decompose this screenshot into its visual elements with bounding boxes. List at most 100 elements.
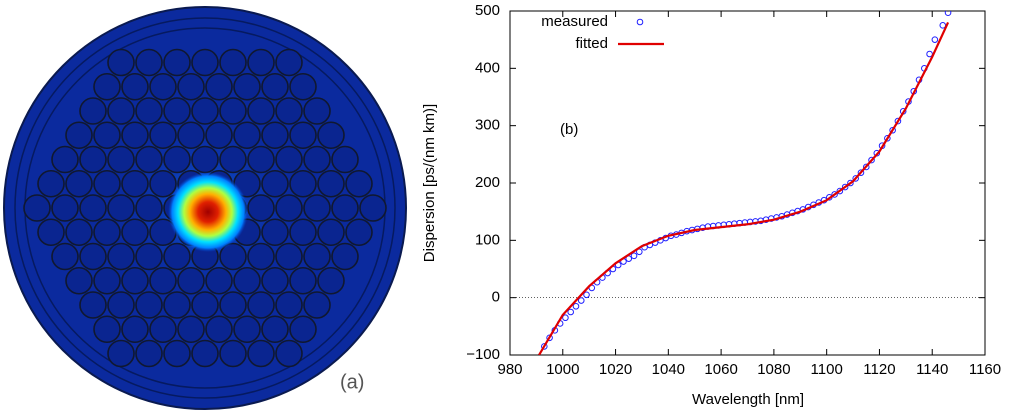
air-hole — [247, 97, 275, 125]
data-point — [567, 308, 574, 316]
air-hole — [359, 194, 387, 222]
air-hole — [233, 315, 261, 344]
air-hole — [79, 145, 107, 174]
x-tick-label: 1120 — [863, 361, 895, 378]
data-point — [562, 314, 569, 322]
legend-marker — [636, 18, 644, 26]
y-tick-label: 500 — [475, 2, 500, 19]
air-hole — [121, 315, 149, 344]
air-hole — [121, 169, 149, 198]
air-hole — [177, 121, 205, 150]
air-hole — [65, 218, 93, 247]
data-point — [884, 134, 891, 142]
air-hole — [247, 242, 275, 271]
air-hole — [107, 291, 135, 319]
air-hole — [135, 291, 163, 319]
air-hole — [135, 339, 163, 368]
air-hole — [107, 194, 135, 222]
air-holes — [23, 48, 387, 368]
air-hole — [149, 169, 177, 198]
air-hole — [93, 121, 121, 150]
air-hole — [163, 97, 191, 125]
air-hole — [93, 218, 121, 247]
air-hole — [191, 145, 219, 174]
air-hole — [233, 121, 261, 150]
fit-line — [538, 22, 950, 355]
air-hole — [331, 242, 359, 271]
air-hole — [261, 315, 289, 344]
air-hole — [107, 97, 135, 125]
air-hole — [121, 218, 149, 247]
air-hole — [275, 242, 303, 271]
air-hole — [93, 169, 121, 198]
air-hole — [177, 315, 205, 344]
air-hole — [289, 169, 317, 198]
air-hole — [219, 48, 247, 77]
air-hole — [289, 72, 317, 101]
mode-spot — [168, 172, 248, 252]
air-hole — [247, 145, 275, 174]
air-hole — [261, 266, 289, 295]
air-hole — [261, 72, 289, 101]
plot-area — [538, 11, 952, 355]
air-hole — [65, 169, 93, 198]
air-hole — [275, 145, 303, 174]
air-hole — [275, 291, 303, 319]
air-hole — [51, 194, 79, 222]
air-hole — [261, 169, 289, 198]
y-tick-label: 0 — [492, 289, 500, 306]
air-hole — [121, 72, 149, 101]
air-hole — [135, 242, 163, 271]
data-point — [630, 252, 638, 260]
air-hole — [51, 242, 79, 271]
air-hole — [289, 266, 317, 295]
air-hole — [233, 72, 261, 101]
air-hole — [191, 97, 219, 125]
air-hole — [205, 72, 233, 101]
x-tick-label: 1140 — [916, 361, 948, 378]
data-point — [857, 169, 865, 176]
data-point — [862, 163, 870, 171]
air-hole — [163, 291, 191, 319]
air-hole — [79, 242, 107, 271]
data-point — [836, 187, 844, 195]
x-tick-label: 1060 — [704, 361, 737, 378]
y-tick-label: −100 — [466, 346, 500, 363]
air-hole — [93, 266, 121, 295]
x-axis-label: Wavelength [nm] — [692, 391, 804, 408]
air-hole — [275, 97, 303, 125]
x-tick-label: 1040 — [652, 361, 685, 378]
y-tick-label: 300 — [475, 117, 500, 134]
data-point — [841, 183, 849, 191]
air-hole — [247, 339, 275, 368]
air-hole — [219, 242, 247, 271]
air-hole — [303, 242, 331, 271]
x-tick-label: 1080 — [757, 361, 790, 378]
air-hole — [65, 121, 93, 150]
air-hole — [219, 291, 247, 319]
air-hole — [121, 266, 149, 295]
legend-label: measured — [541, 13, 608, 30]
air-hole — [177, 266, 205, 295]
air-hole — [219, 145, 247, 174]
air-hole — [65, 266, 93, 295]
panel-label: (a) — [340, 371, 364, 393]
x-tick-label: 1000 — [546, 361, 579, 378]
air-hole — [135, 145, 163, 174]
air-hole — [107, 48, 135, 77]
air-hole — [303, 145, 331, 174]
air-hole — [289, 121, 317, 150]
air-hole — [163, 339, 191, 368]
air-hole — [23, 194, 51, 222]
air-hole — [121, 121, 149, 150]
fiber-ring — [14, 17, 396, 399]
air-hole — [345, 218, 373, 247]
air-hole — [345, 169, 373, 198]
air-hole — [107, 339, 135, 368]
air-hole — [289, 315, 317, 344]
air-hole — [275, 48, 303, 77]
air-hole — [93, 315, 121, 344]
air-hole — [79, 291, 107, 319]
air-hole — [191, 48, 219, 77]
air-hole — [317, 218, 345, 247]
